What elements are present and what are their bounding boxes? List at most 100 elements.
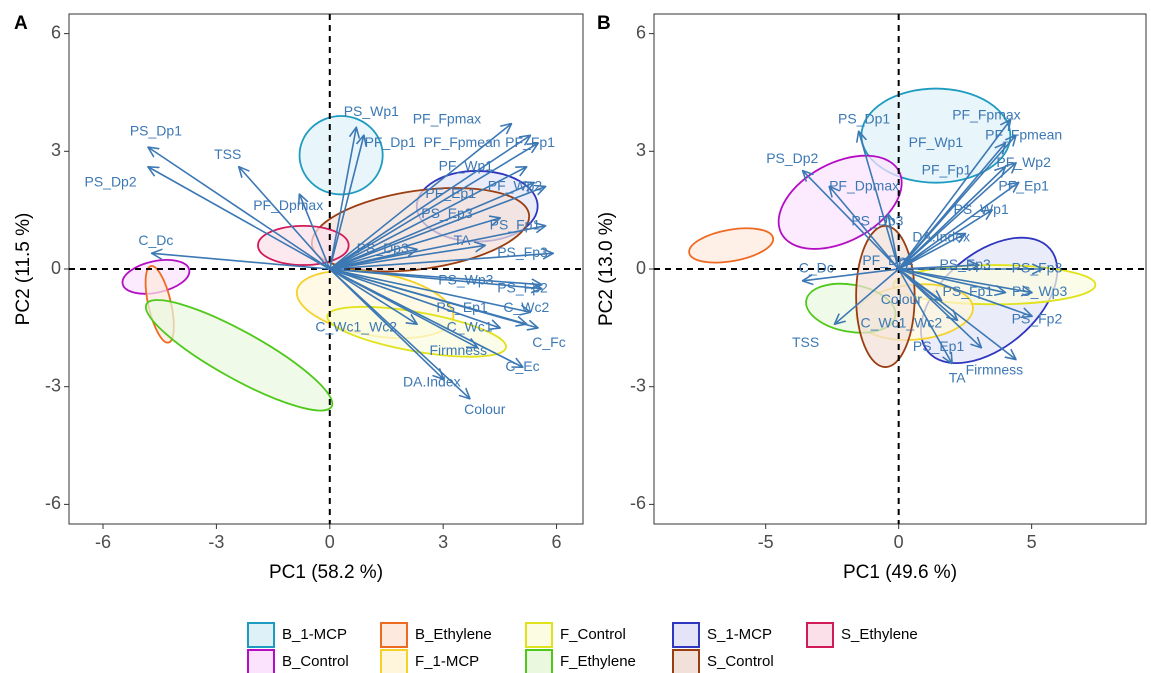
panel-a-arrow-ps-dp2 <box>148 167 331 270</box>
panel-b-ellipse-b_ethylene <box>688 227 775 264</box>
legend: B_1-MCP B_Control B_Ethylene F_1-MCP F_Contr… <box>247 622 918 673</box>
panel-a-arrow-ps-fp3 <box>329 253 553 270</box>
panel-b-arrow-label-pf-dpmax: PF_Dpmax <box>829 177 899 193</box>
legend-label-b_control: B_Control <box>282 653 349 670</box>
panel-a-arrow-ps-wp1 <box>328 128 356 270</box>
panel-a-arrow-ta <box>329 245 485 270</box>
panel-b-arrow-label-colour: Colour <box>881 291 923 307</box>
panel-a-arrow-pf-fp1 <box>329 143 538 270</box>
panel-a-arrow-label-firmness: Firmness <box>429 342 487 358</box>
panel-a-x-axis: -6 -3 0 3 6 <box>95 524 562 552</box>
panel-a-x-tick-label: -3 <box>208 532 224 552</box>
panel-b-arrow-label-ps-wp3: PS_Wp3 <box>1012 283 1067 299</box>
panel-a-arrow-pf-ep1 <box>329 183 534 270</box>
panel-a-arrow-ps-ep3 <box>329 218 500 270</box>
panel-b-y-tick-label: -6 <box>630 493 646 513</box>
panel-b-loading-labels: PS_Dp1 PS_Dp2 PF_Dpmax PS_Dp3 PF_Fpmax PF_Fpm… <box>766 107 1067 386</box>
panel-a-letter: A <box>14 13 28 34</box>
panel-b-y-axis: -6 -3 0 3 6 <box>630 22 654 513</box>
panel-b-arrow-ps-wp1 <box>898 210 992 270</box>
panel-a-arrow-tss <box>239 167 331 270</box>
panel-a-arrow-label-ps-dp2: PS_Dp2 <box>84 173 136 189</box>
panel-a-arrow-label-ps-ep1: PS_Ep1 <box>436 299 488 315</box>
panel-b-arrow-pf-dp1 <box>898 257 910 270</box>
legend-key-f_ethylene <box>525 649 553 673</box>
panel-b-arrow-label-pf-fpmax: PF_Fpmax <box>952 107 1020 123</box>
panel-a-arrow-pf-wp2 <box>329 187 545 270</box>
panel-b-letter: B <box>597 13 611 34</box>
panel-a-arrow-label-ps-dp1: PS_Dp1 <box>130 122 182 138</box>
panel-a-arrow-label-colour: Colour <box>464 401 506 417</box>
panel-a-arrow-c-wc1 <box>329 268 500 328</box>
panel-b-arrow-tss <box>835 268 900 324</box>
panel-a-arrow-label-tss: TSS <box>214 146 241 162</box>
panel-a-arrow-ps-dp3 <box>329 249 417 270</box>
panel-a-arrow-pf-wp1 <box>329 167 527 270</box>
legend-key-b_ethylene <box>380 622 408 648</box>
panel-b-arrow-label-c-dc: C_Dc <box>799 260 834 276</box>
panel-b-x-tick-label: -5 <box>758 532 774 552</box>
panel-b-x-tick-label: 5 <box>1027 532 1037 552</box>
panel-b-y-axis-title: PC2 (13.0 %) <box>596 212 617 326</box>
panel-b-arrow-label-da-index: DA.Index <box>912 228 970 244</box>
panel-a-x-axis-title: PC1 (58.2 %) <box>269 562 383 583</box>
panel-b-arrow-label-c-wc1-wc2: C_Wc1_Wc2 <box>860 315 942 331</box>
legend-key-f_control <box>525 622 553 648</box>
panel-b-arrow-label-ta: TA <box>949 370 967 386</box>
panel-a-y-tick-label: 0 <box>51 258 61 278</box>
panel-b-arrow-label-ps-dp1: PS_Dp1 <box>838 111 890 127</box>
panel-b-arrow-label-pf-dp1: PF_Dp1 <box>862 252 914 268</box>
panel-b-arrow-label-pf-ep1: PF_Ep1 <box>998 177 1049 193</box>
panel-a-y-tick-label: 3 <box>51 140 61 160</box>
legend-label-f_1-mcp: F_1-MCP <box>415 653 479 670</box>
panel-b-arrow-ps-dp3 <box>888 214 900 270</box>
legend-label-s_1-mcp: S_1-MCP <box>707 626 772 643</box>
panel-a-arrow-ps-ep1 <box>329 268 530 312</box>
panel-b-arrow-label-ps-dp2: PS_Dp2 <box>766 150 818 166</box>
legend-key-s_1-mcp <box>672 622 700 648</box>
panel-b-arrow-label-ps-wp1: PS_Wp1 <box>953 201 1008 217</box>
panel-a-arrow-label-pf-wp1: PF_Wp1 <box>439 158 494 174</box>
panel-a-loading-labels: PS_Wp1 PS_Dp1 TSS PS_Dp2 PF_Dp1 PF_Dpmax C_Dc P… <box>84 103 565 417</box>
panel-b-y-tick-label: 3 <box>636 140 646 160</box>
panel-b-x-axis-title: PC1 (49.6 %) <box>843 562 957 583</box>
panel-a-ellipse-f_control <box>326 305 507 358</box>
panel-b-arrow-label-ps-fp1: PS_Fp1 <box>943 283 994 299</box>
panel-b-arrow-label-tss: TSS <box>792 334 819 350</box>
panel-b-arrow-pf-ep1 <box>898 183 1019 270</box>
legend-label-f_ethylene: F_Ethylene <box>560 653 636 670</box>
legend-label-b_ethylene: B_Ethylene <box>415 626 492 643</box>
panel-a-arrow-label-c-wc1: C_Wc1 <box>447 319 493 335</box>
panel-a-arrow-label-c-wc1-wc2: C_Wc1_Wc2 <box>315 319 397 335</box>
panel-a-arrow-pf-fpmean <box>329 136 530 270</box>
panel-b-arrow-ps-dp2 <box>803 171 900 270</box>
panel-b-loading-arrows <box>803 120 1042 363</box>
panel-a-arrow-ps-fp1 <box>329 226 545 270</box>
panel-a: A PS_Wp1 PS_Dp1 TSS PS_Dp2 PF_Dp1 PF_Dpmax C_D… <box>13 13 584 583</box>
panel-b-arrow-pf-fp1 <box>898 167 1005 270</box>
panel-a-y-tick-label: 6 <box>51 22 61 42</box>
panel-a-arrow-label-ps-wp3: PS_Wp3 <box>438 271 493 287</box>
legend-label-s_control: S_Control <box>707 653 774 670</box>
panel-b-arrow-ta <box>897 268 952 363</box>
panel-b-arrow-c-dc <box>803 268 899 281</box>
panel-b-x-axis: -5 0 5 <box>758 524 1037 552</box>
legend-key-s_control <box>672 649 700 673</box>
panel-a-loading-arrows <box>148 124 552 399</box>
panel-b: B PS_Dp1 PS_Dp2 PF_Dpmax PS_Dp3 PF_Fpmax PF_F… <box>596 13 1147 583</box>
panel-a-arrow-label-ta: TA <box>454 232 472 248</box>
panel-a-arrow-c-fc <box>329 268 538 328</box>
panel-b-arrow-label-ps-fp2: PS_Fp2 <box>1012 311 1063 327</box>
panel-a-arrow-pf-dpmax <box>300 194 331 270</box>
legend-label-f_control: F_Control <box>560 626 626 643</box>
panel-b-y-tick-label: 6 <box>636 22 646 42</box>
panel-a-arrow-label-ps-fp3: PS_Fp3 <box>497 244 548 260</box>
panel-b-arrow-label-ps-ep1: PS_Ep1 <box>913 338 965 354</box>
panel-a-arrow-label-c-ec: C_Ec <box>505 358 539 374</box>
panel-a-ellipse-f_ethylene <box>144 299 334 412</box>
panel-b-arrow-label-pf-wp1: PF_Wp1 <box>909 134 964 150</box>
panel-a-x-tick-label: 6 <box>552 532 562 552</box>
panel-b-arrow-label-ps-dp3: PS_Dp3 <box>851 213 903 229</box>
panel-b-arrow-ps-dp1 <box>859 132 900 270</box>
